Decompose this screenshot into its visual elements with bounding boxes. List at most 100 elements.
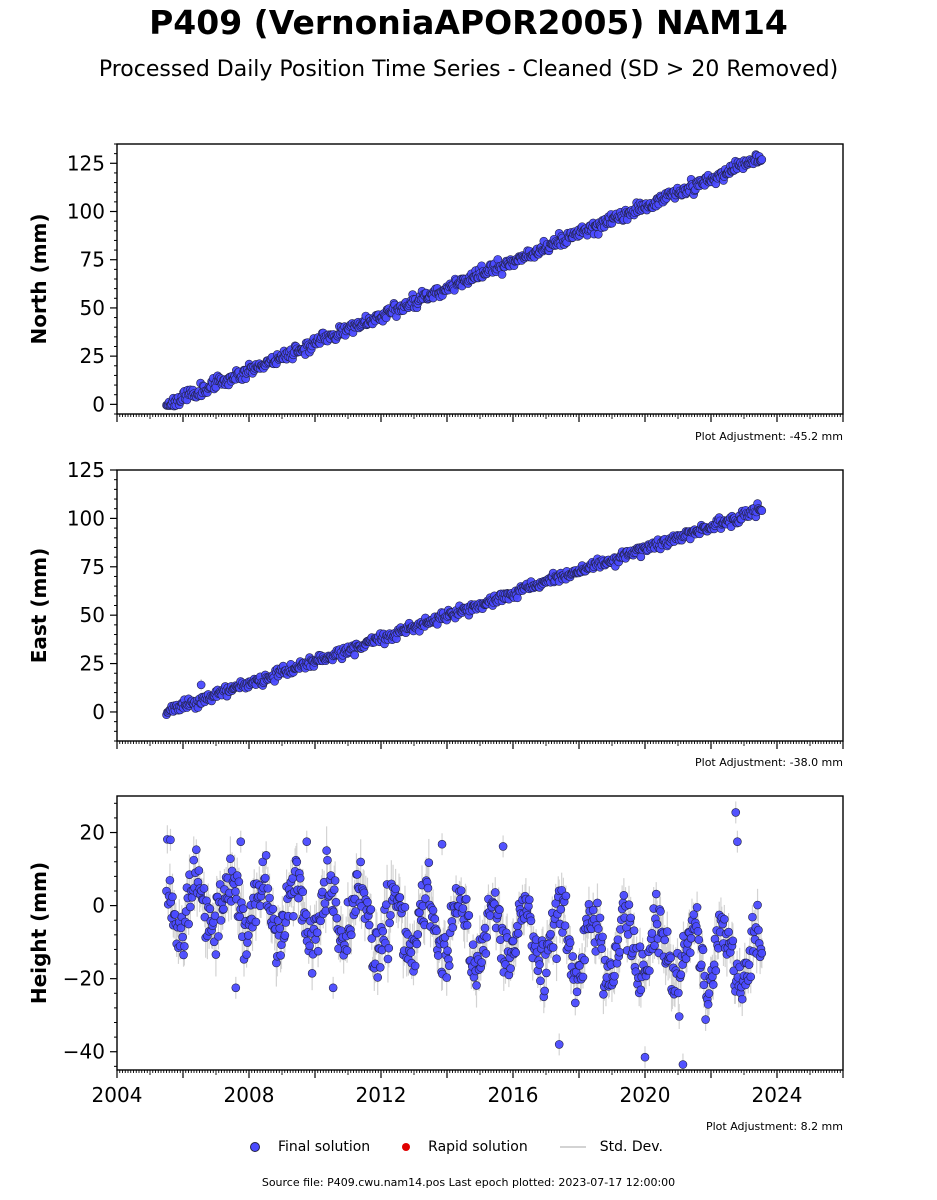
data-point — [694, 935, 704, 945]
chart-title: P409 (VernoniaAPOR2005) NAM14 — [149, 3, 788, 42]
data-point — [442, 973, 452, 982]
data-point — [280, 931, 290, 940]
y-tick-label: 125 — [67, 151, 105, 175]
data-point — [737, 994, 747, 1004]
data-point — [210, 911, 220, 921]
data-point — [366, 905, 376, 914]
data-point — [444, 961, 454, 970]
data-point — [526, 916, 536, 926]
data-point — [535, 960, 544, 969]
y-tick-label: 0 — [92, 392, 105, 416]
data-point — [636, 985, 646, 995]
data-point — [302, 837, 312, 846]
data-point — [226, 854, 235, 864]
data-point — [542, 968, 551, 978]
data-point — [645, 966, 654, 976]
data-point — [318, 887, 327, 897]
data-point — [391, 884, 400, 894]
final-solution-points — [162, 499, 767, 720]
data-point — [423, 883, 433, 893]
data-point — [430, 914, 440, 924]
data-point — [288, 874, 297, 883]
data-point — [703, 1000, 713, 1009]
data-point — [548, 943, 558, 952]
data-point — [347, 930, 356, 940]
data-point — [557, 885, 566, 895]
data-point — [578, 972, 588, 982]
data-point — [647, 929, 657, 938]
data-point — [619, 891, 629, 900]
data-point — [568, 952, 578, 961]
data-point — [464, 911, 474, 920]
data-point — [276, 951, 285, 960]
data-point — [693, 926, 703, 936]
y-axis-label: East (mm) — [27, 548, 51, 664]
data-point — [373, 973, 383, 982]
data-point — [400, 902, 410, 912]
data-point — [458, 904, 468, 913]
data-point — [593, 924, 603, 934]
y-axis-label: North (mm) — [27, 213, 51, 344]
data-point — [610, 971, 619, 981]
data-point — [363, 897, 372, 907]
data-point — [179, 950, 188, 960]
data-point — [513, 929, 523, 938]
final-solution-points — [162, 808, 767, 1069]
data-point — [692, 903, 702, 912]
data-point — [593, 898, 602, 908]
data-point — [413, 930, 423, 939]
data-point — [219, 904, 228, 914]
north-panel: 0 25 50 75 100 125 North (mm) Plot Adjustment: … — [27, 143, 844, 443]
data-point — [331, 897, 341, 907]
data-point — [708, 980, 718, 989]
data-point — [211, 950, 221, 959]
data-point — [506, 964, 515, 973]
data-point — [480, 923, 490, 933]
data-point — [561, 891, 571, 901]
y-tick-label: 100 — [67, 506, 105, 530]
data-point — [595, 913, 605, 923]
data-point — [472, 981, 481, 990]
data-point — [323, 855, 332, 865]
data-point — [330, 876, 340, 885]
data-point — [650, 941, 659, 950]
data-point — [356, 857, 365, 867]
y-tick-label: 75 — [80, 555, 105, 579]
data-point — [180, 942, 189, 951]
chart-subtitle: Processed Daily Position Time Series - C… — [98, 57, 839, 82]
data-point — [629, 926, 639, 935]
data-point — [410, 961, 420, 971]
data-point — [757, 948, 767, 958]
y-tick-label: 25 — [80, 652, 105, 676]
data-point — [292, 857, 302, 867]
data-point — [189, 855, 199, 865]
data-point — [364, 920, 374, 930]
data-point — [468, 940, 478, 949]
data-point — [243, 938, 252, 947]
data-point — [495, 905, 504, 914]
data-point — [624, 900, 634, 909]
data-point — [757, 506, 767, 515]
data-point — [746, 972, 756, 982]
data-point — [598, 932, 607, 942]
data-point — [437, 839, 447, 849]
data-point — [295, 873, 305, 883]
data-point — [536, 976, 545, 986]
data-point — [328, 983, 338, 993]
data-point — [301, 910, 311, 919]
data-point — [656, 907, 665, 916]
data-point — [711, 966, 721, 976]
data-point — [268, 904, 278, 914]
data-point — [497, 270, 507, 279]
data-point — [383, 954, 393, 964]
data-point — [640, 1052, 650, 1062]
data-point — [378, 926, 388, 936]
data-point — [265, 893, 274, 903]
data-point — [199, 884, 209, 893]
data-point — [461, 894, 471, 904]
data-point — [588, 905, 598, 915]
data-point — [704, 989, 714, 998]
data-point — [184, 919, 193, 929]
